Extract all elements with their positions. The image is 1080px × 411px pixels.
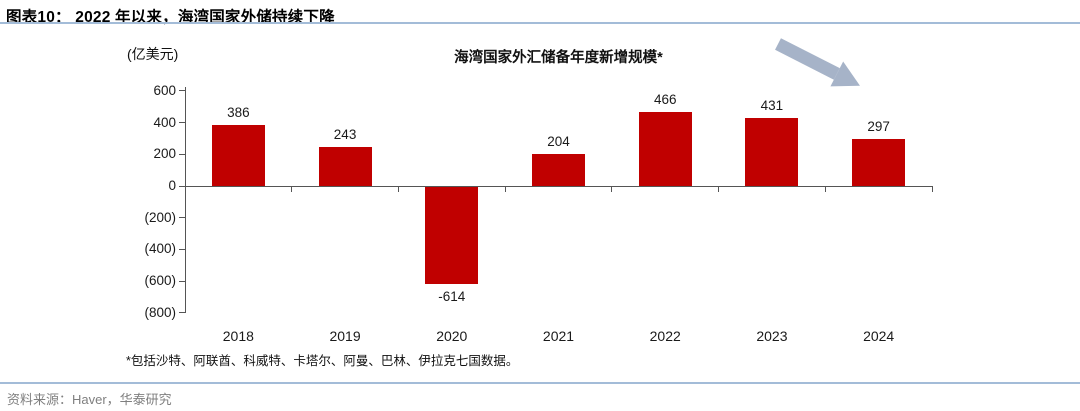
bar-2019: [318, 147, 372, 186]
caption-divider-line: [0, 22, 1080, 24]
y-axis-tick: [179, 217, 185, 219]
y-axis-tick-label: (600): [144, 273, 176, 289]
decline-arrow-icon: [775, 38, 860, 87]
y-axis-tick: [179, 280, 185, 282]
bar-value-label: 243: [333, 127, 357, 143]
x-axis-tick: [931, 187, 933, 192]
y-axis-tick: [179, 122, 185, 124]
x-axis-tick: [718, 187, 720, 192]
bar-2018: [211, 124, 265, 186]
y-axis-tick-label: (200): [144, 209, 176, 225]
chart-footnote: *包括沙特、阿联酋、科威特、卡塔尔、阿曼、巴林、伊拉克七国数据。: [126, 354, 519, 368]
figure-caption: 图表10： 2022 年以来，海湾国家外储持续下降: [6, 9, 335, 26]
y-axis-tick: [179, 312, 185, 314]
y-axis-tick-label: 600: [153, 82, 176, 98]
x-axis-label: 2018: [222, 328, 254, 344]
x-axis-label: 2024: [863, 328, 895, 344]
bar-2021: [532, 153, 585, 186]
x-axis-tick: [184, 187, 186, 192]
bar-2024: [852, 138, 906, 186]
bar-2020: [425, 187, 479, 285]
x-axis-label: 2020: [436, 328, 468, 344]
x-axis-label: 2023: [756, 328, 788, 344]
bar-value-label: 431: [760, 97, 784, 113]
x-axis-label: 2021: [542, 328, 575, 344]
x-axis-label: 2022: [649, 328, 681, 344]
bar-value-label: 466: [653, 92, 677, 108]
y-axis-tick-label: (400): [144, 241, 176, 257]
x-axis-baseline: [185, 186, 933, 187]
y-axis-tick: [179, 248, 185, 250]
y-axis-tick-label: 200: [153, 146, 176, 162]
y-axis-tick-label: 400: [153, 114, 176, 130]
y-axis-unit-label: (亿美元): [127, 46, 179, 62]
source-divider-line: [0, 382, 1080, 384]
bar-value-label: 297: [867, 118, 890, 134]
x-axis-tick: [504, 187, 506, 192]
y-axis-tick: [179, 90, 185, 92]
y-axis-tick-label: (800): [144, 304, 176, 320]
x-axis-tick: [291, 187, 293, 192]
bar-2022: [638, 112, 692, 186]
x-axis-tick: [611, 187, 613, 192]
chart-title: 海湾国家外汇储备年度新增规模*: [454, 50, 663, 66]
bar-value-label: -614: [438, 289, 466, 305]
y-axis-tick-label: 0: [168, 178, 176, 193]
bar-value-label: 386: [227, 104, 250, 120]
y-axis-line: [185, 87, 186, 313]
bar-2023: [745, 117, 799, 186]
source-note: 资料来源：Haver，华泰研究: [7, 392, 172, 407]
y-axis-tick: [179, 185, 185, 187]
bar-value-label: 204: [547, 133, 570, 149]
x-axis-label: 2019: [329, 328, 361, 344]
x-axis-tick: [397, 187, 399, 192]
y-axis-tick: [179, 153, 185, 155]
x-axis-tick: [824, 187, 826, 192]
